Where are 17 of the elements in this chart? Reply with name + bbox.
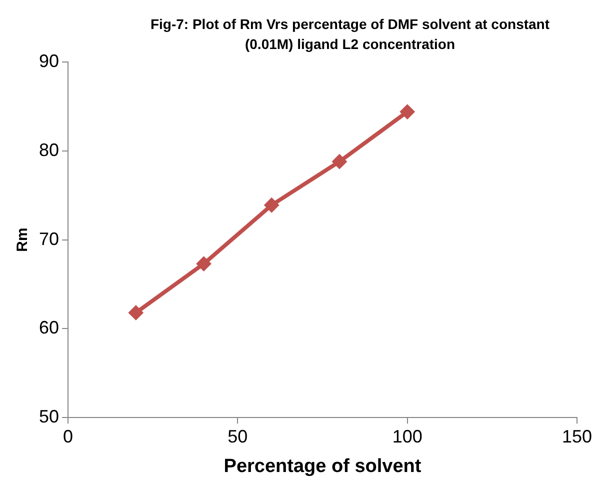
y-tick-label: 70 bbox=[38, 228, 60, 249]
point bbox=[128, 305, 144, 320]
chart-title: Fig-7: Plot of Rm Vrs percentage of DMF solvent at constant (0.01M) ligand L2 concentration bbox=[149, 15, 551, 54]
point bbox=[400, 104, 415, 120]
y-tick-label: 90 bbox=[38, 50, 60, 71]
x-tick-label: 50 bbox=[228, 426, 248, 446]
y-axis-title: Rm bbox=[14, 228, 32, 252]
x-tick-label: 100 bbox=[392, 426, 422, 446]
point bbox=[196, 256, 212, 272]
point bbox=[332, 154, 347, 170]
point bbox=[264, 198, 280, 213]
x-tick-label: 0 bbox=[63, 426, 74, 446]
x-axis-title: Percentage of solvent bbox=[224, 456, 422, 477]
y-tick-label: 50 bbox=[38, 406, 60, 427]
y-tick-label: 80 bbox=[38, 140, 60, 160]
y-tick-label: 60 bbox=[38, 318, 60, 338]
x-tick-label: 150 bbox=[562, 426, 592, 446]
